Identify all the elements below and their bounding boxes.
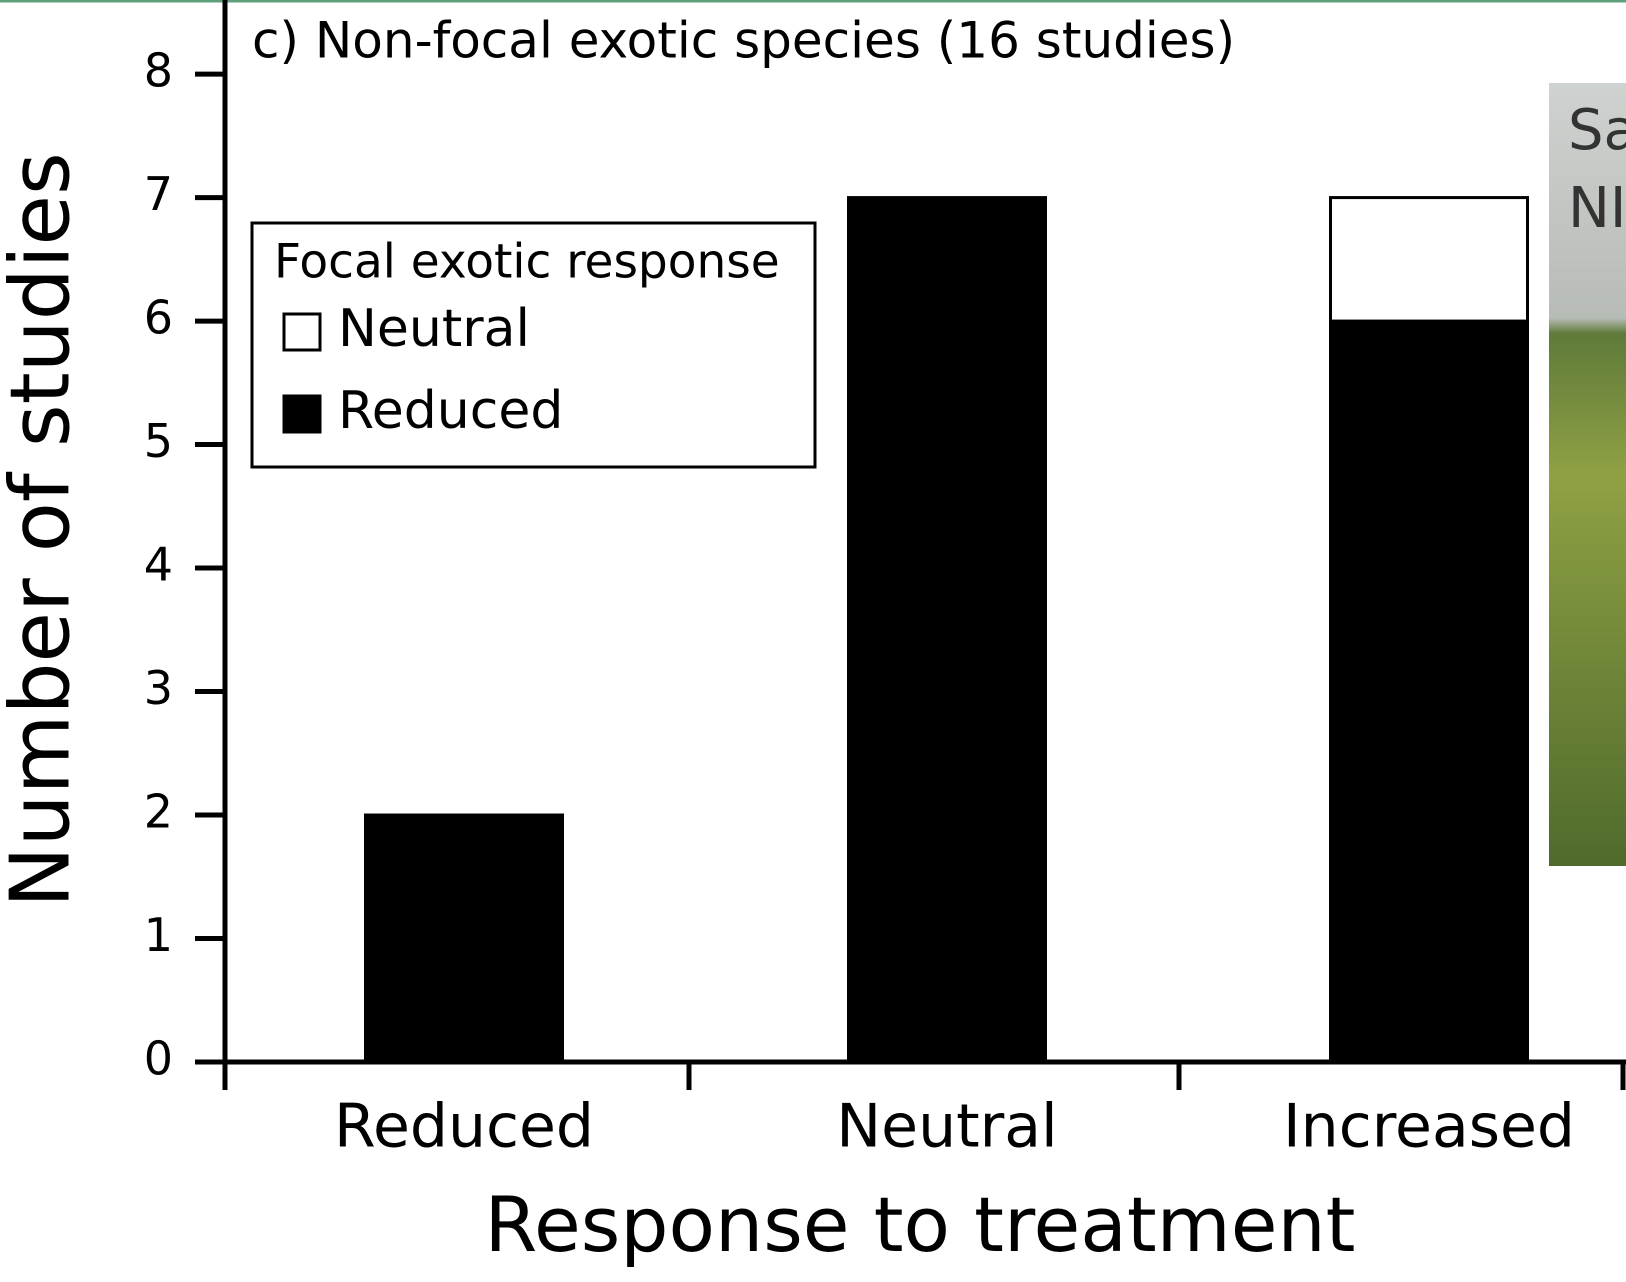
y-tick-label: 6 (144, 291, 173, 345)
y-tick-label: 5 (144, 414, 173, 468)
chart: Sa NI c) Non-focal exotic species (16 st… (0, 0, 1626, 1282)
bar-segment (366, 815, 563, 1062)
y-tick-label: 7 (144, 167, 173, 221)
y-tick-label: 1 (144, 908, 173, 962)
legend-label: Reduced (338, 381, 563, 441)
legend-swatch (284, 314, 320, 350)
y-tick-label: 8 (144, 44, 173, 98)
x-axis-title: Response to treatment (485, 1180, 1356, 1269)
y-tick-label: 0 (144, 1032, 173, 1086)
legend-swatch (284, 396, 320, 432)
legend-title: Focal exotic response (274, 235, 780, 290)
y-tick-label: 4 (144, 538, 173, 592)
legend-label: Neutral (338, 299, 530, 359)
chart-title: c) Non-focal exotic species (16 studies) (252, 12, 1235, 70)
bar-segment (1331, 198, 1528, 321)
inset-text: Sa (1568, 98, 1626, 163)
x-tick-label: Neutral (836, 1092, 1057, 1162)
x-tick-label: Reduced (334, 1092, 594, 1162)
bar-segment (849, 198, 1046, 1062)
y-axis-title: Number of studies (0, 152, 88, 907)
y-tick-label: 3 (144, 661, 173, 715)
y-tick-label: 2 (144, 785, 173, 839)
bar-segment (1331, 321, 1528, 1062)
inset-text: NI (1568, 176, 1626, 241)
page: Sa NI c) Non-focal exotic species (16 st… (0, 0, 1626, 1282)
x-tick-label: Increased (1283, 1092, 1575, 1162)
